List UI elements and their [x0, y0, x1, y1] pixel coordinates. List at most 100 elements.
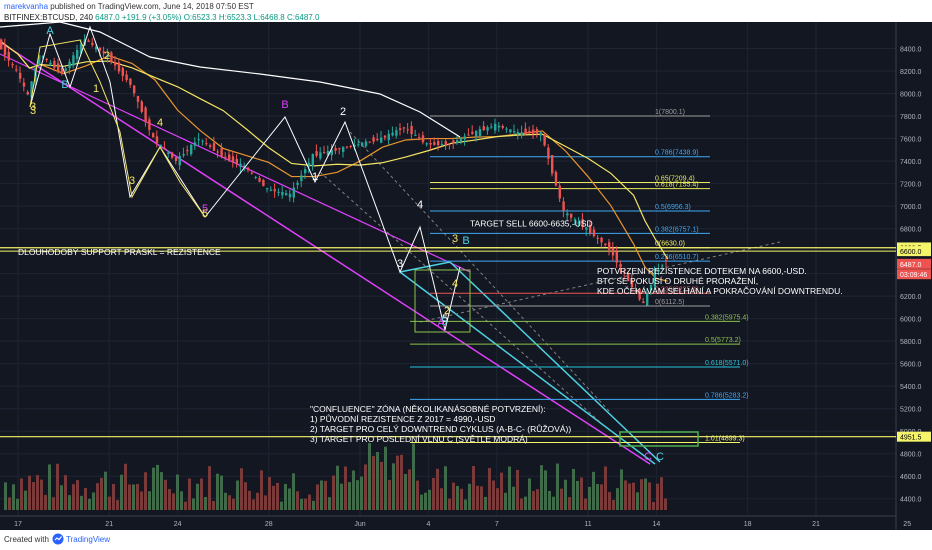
volume-bar: [52, 497, 55, 510]
volume-bar: [324, 480, 327, 510]
price-tag: [897, 246, 931, 257]
candle-body: [665, 260, 668, 262]
candle-body: [475, 130, 478, 137]
candle-body: [220, 148, 223, 157]
candle-body: [361, 142, 364, 147]
price-tag: [897, 258, 931, 269]
volume-bar: [588, 486, 591, 510]
dashed-channel-line: [319, 171, 601, 423]
volume-bar: [100, 477, 103, 510]
candle-body: [277, 191, 280, 193]
wave-label: 5: [202, 208, 208, 220]
candle-body: [380, 137, 383, 143]
candle-body: [76, 50, 79, 59]
candle-body: [402, 127, 406, 129]
volume-bar: [464, 499, 467, 510]
volume-bar: [356, 480, 359, 510]
candle-body: [471, 131, 474, 134]
volume-bar: [332, 475, 335, 510]
volume-bar: [476, 485, 479, 510]
wave-label: 4: [417, 199, 423, 211]
target-sell-annotation: TARGET SELL 6600-6635,-USD: [470, 219, 593, 229]
time-axis-label: 4: [426, 521, 430, 528]
wave-label: 3: [452, 233, 458, 245]
volume-bar: [560, 488, 563, 510]
chart-area[interactable]: 1(7800.1) 0.786(7438.9) 0.65(7209.4) 0.618(…: [0, 22, 932, 530]
candle-body: [53, 60, 56, 68]
target-box: [619, 431, 699, 447]
volume-bar: [108, 496, 111, 510]
candle-body: [532, 129, 535, 134]
candle-body: [345, 146, 349, 148]
volume-bar: [564, 479, 567, 510]
wave-label: 1: [312, 171, 318, 183]
candle-body: [634, 289, 637, 292]
volume-bar: [308, 494, 311, 510]
fib-level-label: 0.618(7155.4): [655, 182, 699, 189]
volume-bar: [136, 483, 139, 510]
volume-bar: [444, 466, 447, 510]
price-chart[interactable]: 1(7800.1)0.786(7438.9)0.65(7209.4)0.618(…: [0, 22, 932, 530]
candle-body: [41, 56, 45, 58]
candle-body: [117, 62, 121, 72]
volume-bar: [264, 495, 267, 510]
volume-bar: [180, 491, 183, 510]
candle-body: [11, 64, 14, 66]
price-axis-label: 5200.0: [900, 407, 922, 414]
fib-level-label: 0.65(7209.4): [655, 176, 695, 183]
volume-bar: [660, 477, 663, 510]
candle-body: [212, 143, 216, 151]
volume-bar: [232, 498, 235, 510]
volume-bar: [300, 498, 303, 510]
candle-body: [524, 128, 527, 135]
candle-body: [19, 72, 22, 79]
wave-label: 3: [129, 175, 135, 187]
volume-bar: [516, 469, 519, 510]
volume-bar: [584, 498, 587, 510]
wave-label: B: [61, 79, 68, 91]
wave-label: C: [644, 451, 652, 463]
volume-bar: [456, 485, 459, 510]
candle-body: [520, 132, 523, 135]
candle-body: [235, 158, 238, 164]
volume-bar: [104, 471, 107, 510]
volume-bar: [276, 482, 279, 510]
volume-bar: [160, 472, 163, 510]
volume-bar: [580, 477, 583, 510]
fib-level-label: 1(7800.1): [655, 109, 685, 116]
wave-label: 2: [104, 50, 110, 62]
volume-bar: [164, 479, 167, 510]
candle-body: [554, 171, 558, 186]
ohlc-high: H:6523.3: [218, 13, 252, 22]
author-link[interactable]: marekvanha: [4, 2, 49, 11]
volume-bar: [352, 470, 355, 510]
volume-bar: [400, 454, 403, 510]
price-tag-label: 6600.0: [900, 249, 922, 256]
candle-body: [171, 152, 174, 158]
candle-body: [319, 152, 322, 159]
candle-body: [102, 51, 105, 54]
volume-bar: [644, 478, 647, 510]
fib-level-label: 0.5(6956.3): [655, 204, 691, 211]
volume-bar: [504, 492, 507, 510]
candle-body: [201, 140, 204, 142]
footer-bar: Created with TradingView: [0, 530, 932, 550]
tradingview-brand[interactable]: TradingView: [66, 535, 111, 544]
candle-body: [501, 125, 504, 128]
volume-bar: [540, 465, 543, 510]
candle-body: [437, 140, 440, 146]
candle-body: [490, 126, 493, 128]
fib-level-label: 0.382(6757.1): [655, 226, 699, 233]
candle-body: [26, 91, 29, 95]
candle-body: [269, 189, 273, 191]
volume-bar: [436, 468, 439, 510]
volume-bar: [192, 498, 195, 510]
price-tag-label: 6487.0: [900, 262, 922, 269]
time-axis-label: 14: [653, 521, 661, 528]
price-axis-label: 6200.0: [900, 294, 922, 301]
tradingview-logo-icon: [52, 533, 64, 545]
volume-bar: [372, 455, 375, 510]
fib-level-label: 0.382(5975.4): [705, 314, 749, 321]
candle-body: [486, 127, 489, 131]
